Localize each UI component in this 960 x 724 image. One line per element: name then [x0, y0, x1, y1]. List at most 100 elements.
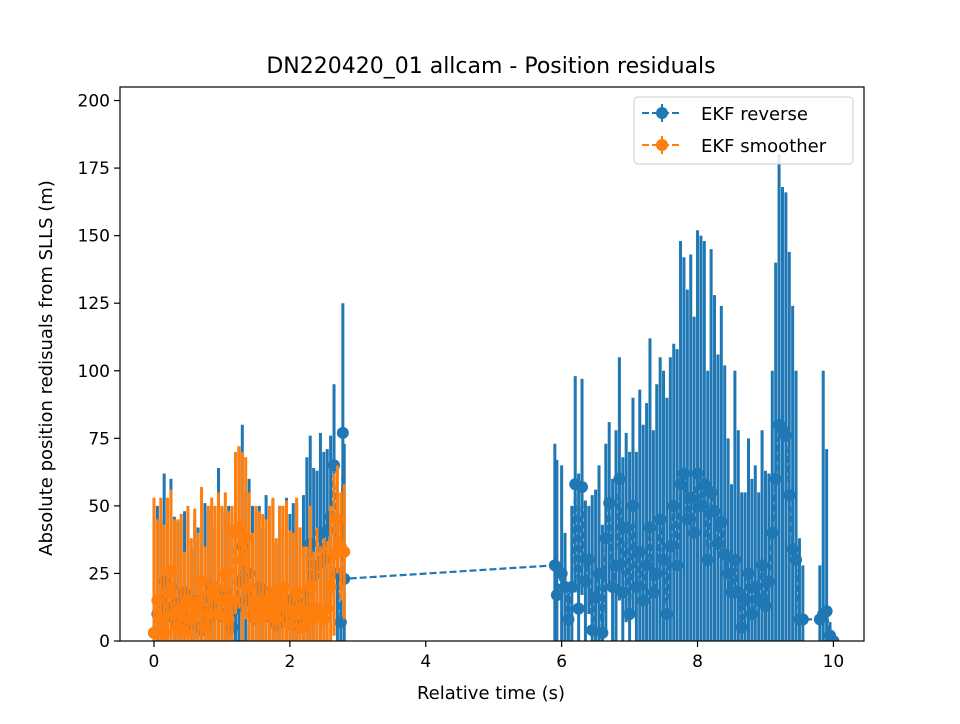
data-point	[722, 567, 735, 580]
data-point	[691, 467, 704, 480]
data-point	[219, 567, 232, 580]
data-point	[175, 602, 188, 615]
data-point	[613, 472, 626, 485]
data-point	[331, 513, 344, 526]
y-tick-label: 175	[78, 159, 110, 179]
x-tick-label: 6	[556, 652, 567, 672]
data-point	[654, 513, 667, 526]
data-point	[786, 543, 799, 556]
data-point	[647, 586, 660, 599]
data-point	[579, 575, 592, 588]
data-point	[290, 586, 303, 599]
data-point	[161, 586, 174, 599]
data-point	[701, 553, 714, 566]
data-point	[593, 567, 606, 580]
data-point	[667, 499, 680, 512]
data-point	[336, 426, 349, 439]
data-point	[718, 548, 731, 561]
data-point	[328, 548, 341, 561]
data-point	[664, 540, 677, 553]
data-point	[630, 580, 643, 593]
data-point	[684, 491, 697, 504]
y-tick-label: 100	[78, 362, 110, 382]
data-point	[147, 626, 160, 639]
data-point	[277, 580, 290, 593]
y-tick-label: 25	[88, 564, 110, 584]
data-point	[239, 532, 252, 545]
data-point	[576, 480, 589, 493]
data-point	[756, 559, 769, 572]
data-point	[572, 602, 585, 615]
data-point	[550, 589, 563, 602]
data-point	[565, 580, 578, 593]
data-point	[243, 580, 256, 593]
data-point	[779, 429, 792, 442]
data-point	[711, 537, 724, 550]
data-point	[643, 521, 656, 534]
data-point	[253, 613, 266, 626]
data-point	[705, 486, 718, 499]
data-point	[671, 559, 684, 572]
data-point	[640, 559, 653, 572]
data-point	[266, 586, 279, 599]
data-point	[188, 597, 201, 610]
legend: EKF reverse EKF smoother	[633, 96, 854, 165]
data-point	[769, 472, 782, 485]
data-point	[603, 497, 616, 510]
legend-marker-ekf-reverse	[656, 107, 668, 119]
data-point	[589, 591, 602, 604]
data-point	[202, 607, 215, 620]
plot-series	[147, 154, 840, 641]
legend-marker-ekf-smoother	[656, 139, 668, 151]
legend-label-ekf-smoother: EKF smoother	[701, 136, 827, 157]
data-point	[236, 553, 249, 566]
series-1	[147, 446, 351, 641]
data-point	[677, 467, 690, 480]
data-point	[260, 594, 273, 607]
y-tick-label: 200	[78, 92, 110, 112]
data-point	[796, 613, 809, 626]
data-point	[283, 618, 296, 631]
data-point	[762, 575, 775, 588]
y-tick-label: 125	[78, 294, 110, 314]
data-point	[749, 580, 762, 593]
data-point	[582, 553, 595, 566]
data-point	[154, 613, 167, 626]
x-tick-label: 2	[284, 652, 295, 672]
data-point	[674, 478, 687, 491]
legend-label-ekf-reverse: EKF reverse	[701, 104, 808, 125]
data-point	[321, 602, 334, 615]
data-point	[270, 613, 283, 626]
data-point	[637, 594, 650, 607]
data-point	[226, 594, 239, 607]
x-tick-label: 8	[692, 652, 703, 672]
data-point	[273, 594, 286, 607]
data-point	[164, 564, 177, 577]
x-axis-label: Relative time (s)	[417, 683, 565, 704]
data-point	[198, 621, 211, 634]
data-point	[698, 478, 711, 491]
data-point	[215, 594, 228, 607]
data-point	[650, 567, 663, 580]
data-point	[616, 586, 629, 599]
data-point	[735, 621, 748, 634]
data-point	[158, 626, 171, 639]
y-tick-label: 75	[88, 429, 110, 449]
data-point	[708, 505, 721, 518]
data-point	[626, 499, 639, 512]
data-point	[599, 532, 612, 545]
y-tick-label: 0	[99, 632, 110, 652]
chart-title: DN220420_01 allcam - Position residuals	[266, 54, 715, 79]
data-point	[232, 521, 245, 534]
y-axis-label: Absolute position redisuals from SLLS (m…	[36, 180, 57, 556]
y-tick-label: 50	[88, 497, 110, 517]
data-point	[766, 526, 779, 539]
data-point	[660, 607, 673, 620]
data-point	[610, 559, 622, 572]
axes-frame	[119, 86, 865, 642]
data-point	[623, 607, 636, 620]
data-point	[739, 594, 752, 607]
data-point	[151, 594, 164, 607]
